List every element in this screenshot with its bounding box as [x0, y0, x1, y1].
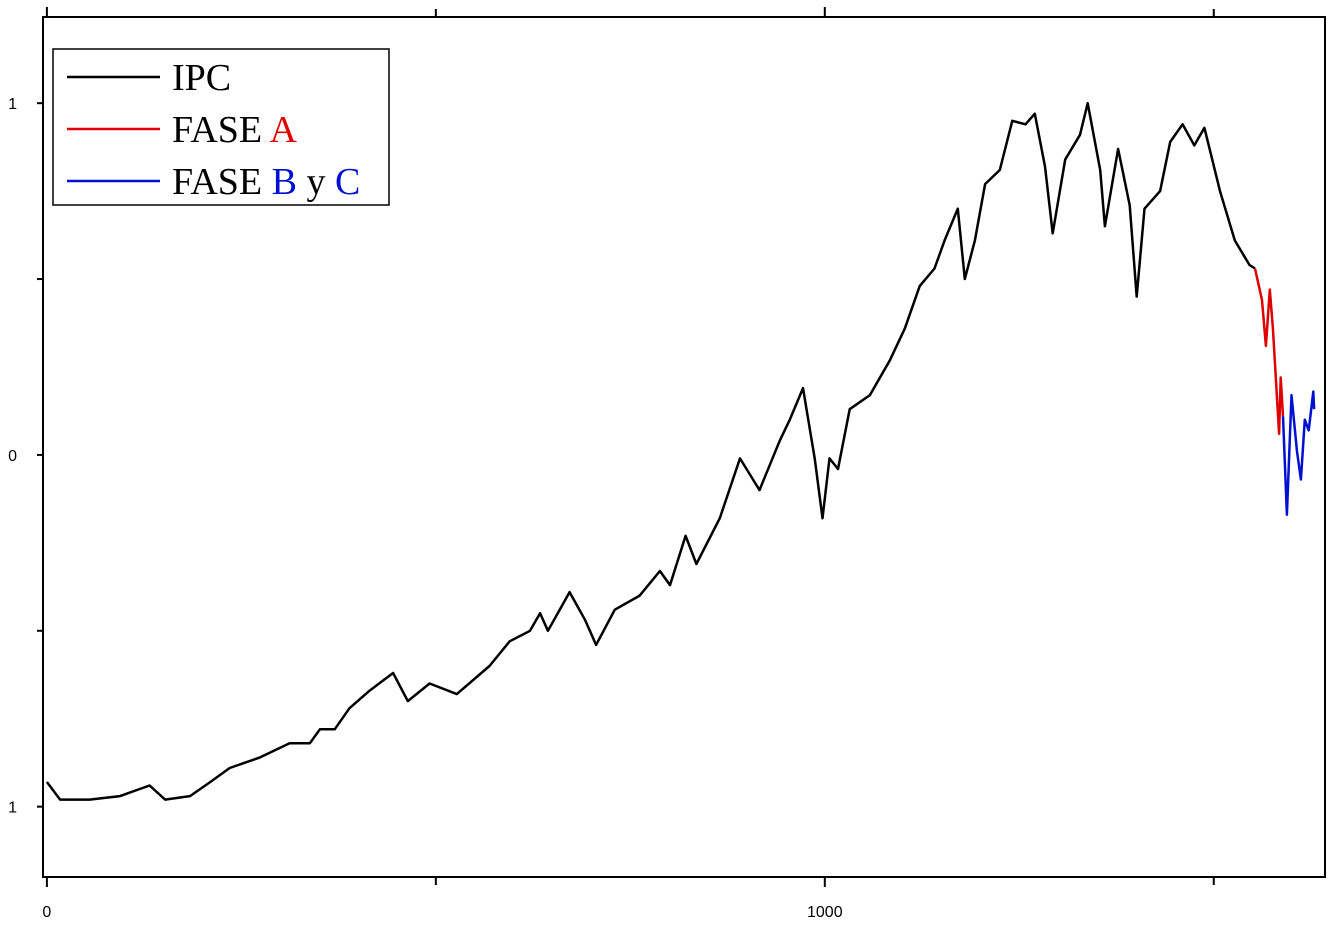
- x-tick-label: 1000: [807, 904, 843, 921]
- y-tick-label: 0: [8, 448, 17, 465]
- y-tick-label: 1: [8, 800, 17, 817]
- y-tick-label: 1: [8, 96, 17, 113]
- legend-box: [52, 48, 390, 206]
- x-tick-label: 0: [42, 904, 51, 921]
- data-line: [1253, 268, 1285, 436]
- legend-label-part: C: [325, 161, 360, 203]
- legend-label-part: FASE: [172, 161, 262, 203]
- data-line: [1281, 390, 1316, 516]
- legend-label-part: A: [262, 109, 297, 151]
- legend-label: FASE B y C: [172, 161, 360, 203]
- legend-label: IPC: [172, 57, 231, 99]
- legend-label-part: B: [262, 161, 297, 203]
- legend-label: FASE A: [172, 109, 298, 151]
- legend-label-part: y: [297, 161, 326, 203]
- legend-label-part: IPC: [172, 57, 231, 99]
- plot-frame: [42, 16, 1326, 878]
- data-line: [45, 101, 1256, 801]
- legend-label-part: FASE: [172, 109, 262, 151]
